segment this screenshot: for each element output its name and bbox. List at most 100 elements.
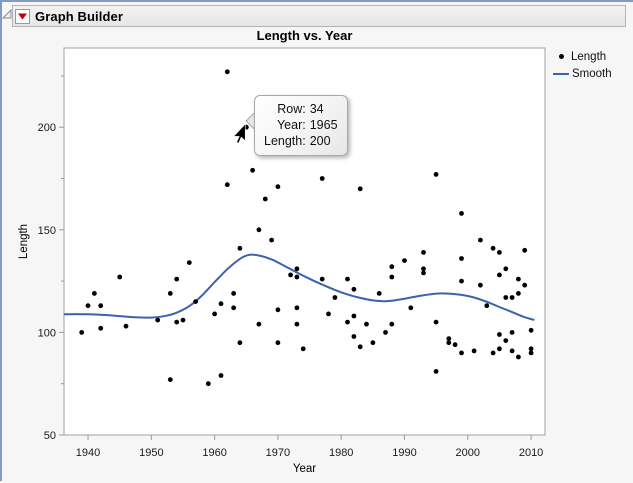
data-point[interactable] bbox=[256, 321, 262, 327]
data-point[interactable] bbox=[98, 303, 104, 309]
data-point[interactable] bbox=[421, 250, 426, 255]
red-triangle-menu-button[interactable] bbox=[15, 8, 30, 24]
data-point[interactable] bbox=[509, 348, 515, 354]
data-point[interactable] bbox=[528, 350, 534, 356]
data-point[interactable] bbox=[180, 317, 186, 323]
data-point[interactable] bbox=[218, 301, 224, 307]
data-point[interactable] bbox=[123, 323, 129, 329]
legend-item-smooth[interactable]: Smooth bbox=[553, 65, 612, 82]
data-point[interactable] bbox=[516, 276, 521, 282]
data-point[interactable] bbox=[402, 258, 407, 263]
data-point[interactable] bbox=[376, 291, 382, 296]
data-point[interactable] bbox=[275, 307, 281, 313]
data-point[interactable] bbox=[459, 350, 464, 356]
data-point[interactable] bbox=[269, 237, 274, 243]
data-point[interactable] bbox=[332, 295, 338, 300]
data-point[interactable] bbox=[509, 330, 515, 335]
data-point[interactable] bbox=[326, 311, 331, 317]
data-point[interactable] bbox=[205, 381, 211, 387]
data-point[interactable] bbox=[497, 332, 502, 337]
data-point[interactable] bbox=[433, 369, 439, 374]
legend-item-length[interactable]: Length bbox=[553, 48, 612, 65]
data-point[interactable] bbox=[522, 282, 528, 288]
data-point[interactable] bbox=[85, 303, 91, 309]
data-point[interactable] bbox=[294, 305, 300, 311]
data-point[interactable] bbox=[275, 340, 281, 346]
data-point[interactable] bbox=[351, 334, 357, 339]
data-point[interactable] bbox=[224, 69, 230, 75]
data-point[interactable] bbox=[421, 270, 426, 276]
data-point[interactable] bbox=[174, 276, 180, 282]
data-point[interactable] bbox=[528, 346, 534, 352]
data-point[interactable] bbox=[345, 276, 350, 282]
data-point[interactable] bbox=[319, 176, 325, 181]
data-point[interactable] bbox=[516, 291, 521, 296]
data-point[interactable] bbox=[503, 295, 509, 300]
data-point[interactable] bbox=[446, 336, 452, 341]
data-point[interactable] bbox=[471, 348, 477, 354]
data-point[interactable] bbox=[528, 327, 534, 333]
data-point[interactable] bbox=[212, 311, 218, 317]
data-point[interactable] bbox=[224, 182, 230, 188]
data-point[interactable] bbox=[370, 340, 376, 346]
data-point[interactable] bbox=[294, 274, 300, 280]
data-point[interactable] bbox=[294, 266, 300, 272]
data-point[interactable] bbox=[433, 319, 439, 325]
data-point[interactable] bbox=[503, 338, 509, 343]
data-point[interactable] bbox=[250, 167, 256, 173]
data-point[interactable] bbox=[345, 319, 350, 325]
data-point[interactable] bbox=[300, 346, 306, 352]
data-point[interactable] bbox=[509, 295, 515, 300]
data-point[interactable] bbox=[364, 321, 369, 327]
data-point[interactable] bbox=[478, 237, 483, 243]
data-point[interactable] bbox=[294, 321, 300, 327]
data-point[interactable] bbox=[237, 245, 243, 251]
data-point[interactable] bbox=[237, 340, 243, 346]
data-point[interactable] bbox=[186, 260, 192, 265]
data-point[interactable] bbox=[275, 184, 281, 190]
data-point[interactable] bbox=[408, 305, 414, 311]
data-point[interactable] bbox=[231, 291, 237, 296]
data-point[interactable] bbox=[98, 325, 104, 331]
data-point[interactable] bbox=[155, 317, 161, 323]
data-point[interactable] bbox=[478, 282, 483, 288]
data-point[interactable] bbox=[357, 186, 363, 192]
data-point[interactable] bbox=[497, 346, 502, 352]
data-point[interactable] bbox=[389, 264, 395, 270]
y-axis-title[interactable]: Length bbox=[18, 224, 30, 259]
data-point[interactable] bbox=[193, 299, 199, 304]
data-point[interactable] bbox=[383, 330, 388, 335]
data-point[interactable] bbox=[288, 272, 293, 278]
data-point[interactable] bbox=[503, 266, 509, 272]
data-point[interactable] bbox=[459, 211, 464, 216]
data-point[interactable] bbox=[433, 172, 439, 177]
data-point[interactable] bbox=[319, 276, 325, 282]
data-point[interactable] bbox=[79, 330, 85, 335]
data-point[interactable] bbox=[256, 227, 262, 233]
data-point[interactable] bbox=[351, 313, 357, 319]
smooth-line[interactable] bbox=[63, 253, 535, 321]
data-point[interactable] bbox=[117, 274, 123, 280]
data-point[interactable] bbox=[497, 272, 502, 278]
data-point[interactable] bbox=[497, 250, 502, 255]
data-point[interactable] bbox=[421, 266, 426, 272]
data-point[interactable] bbox=[167, 377, 173, 382]
data-point[interactable] bbox=[167, 291, 173, 296]
data-point[interactable] bbox=[459, 278, 464, 284]
data-point[interactable] bbox=[357, 344, 363, 350]
data-point[interactable] bbox=[490, 350, 496, 356]
data-point[interactable] bbox=[389, 274, 395, 280]
disclosure-triangle-icon[interactable] bbox=[2, 9, 12, 19]
data-point[interactable] bbox=[522, 247, 528, 253]
data-point[interactable] bbox=[446, 340, 452, 346]
data-point[interactable] bbox=[92, 291, 97, 296]
data-point[interactable] bbox=[389, 321, 395, 327]
data-point[interactable] bbox=[516, 354, 521, 360]
data-point[interactable] bbox=[484, 303, 490, 309]
data-point[interactable] bbox=[231, 305, 237, 311]
data-point[interactable] bbox=[351, 286, 357, 292]
data-point[interactable] bbox=[452, 342, 458, 348]
data-point[interactable] bbox=[490, 245, 496, 251]
data-point[interactable] bbox=[262, 196, 268, 202]
data-point[interactable] bbox=[218, 373, 224, 378]
